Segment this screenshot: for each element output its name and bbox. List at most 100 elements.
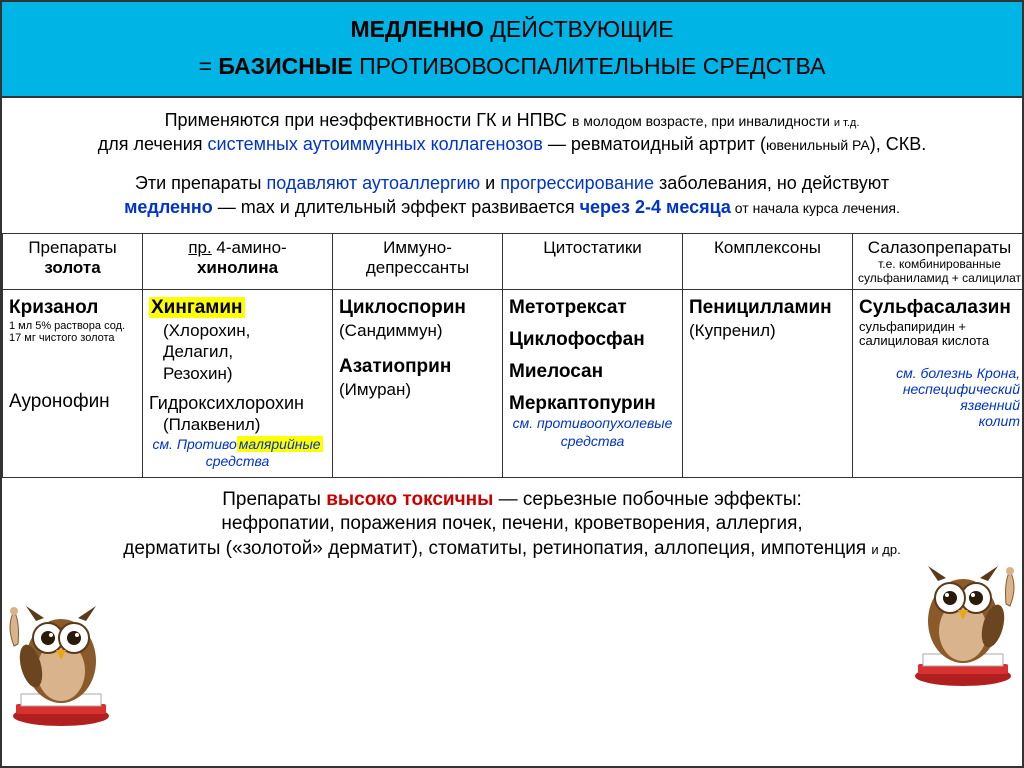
qn-b: малярийные <box>237 436 323 452</box>
f3a: дерматиты («золотой» дерматит), стоматит… <box>123 538 871 559</box>
hingamin-p1: (Хлорохин, <box>149 320 250 341</box>
title-header: МЕДЛЕННО ДЕЙСТВУЮЩИЕ = БАЗИСНЫЕ ПРОТИВОВ… <box>2 2 1022 98</box>
drug-sulfasalazine: Сульфасалазин <box>859 297 1011 318</box>
intro-p3b: подавляют аутоаллергию <box>266 173 480 193</box>
footer-l3: дерматиты («золотой» дерматит), стоматит… <box>42 537 982 562</box>
header-rest-2: ПРОТИВОВОСПАЛИТЕЛЬНЫЕ СРЕДСТВА <box>353 53 826 79</box>
col2-c: хинолина <box>197 258 278 277</box>
cn-b: средства <box>561 433 625 449</box>
col-header-cyto: Цитостатики <box>503 234 683 290</box>
intro-p3c: и <box>480 173 500 193</box>
krizanol-sub2: 17 мг чистого золота <box>9 332 136 344</box>
owl-left-icon <box>0 576 126 726</box>
f3b: и др. <box>871 542 900 557</box>
intro-p2d: ювенильный РА <box>766 137 870 153</box>
ciclosporin-p1: (Сандиммун) <box>339 321 443 340</box>
col6-a: Салазопрепараты <box>868 238 1011 257</box>
intro-p2: для лечения системных аутоиммунных колла… <box>16 132 1008 156</box>
f1a: Препараты <box>222 489 326 510</box>
drug-cyclophosphamide: Циклофосфан <box>509 329 645 350</box>
col3-b: депрессанты <box>366 258 469 277</box>
intro-p2a: для лечения <box>98 134 208 154</box>
penicillamine-p1: (Купренил) <box>689 321 776 340</box>
drug-ciclosporin: Циклоспорин <box>339 297 466 318</box>
col2-a: пр. <box>188 238 211 257</box>
intro-p3a: Эти препараты <box>135 173 267 193</box>
sn-a: см. болезнь Крона, <box>896 365 1020 381</box>
drug-methotrexate: Метотрексат <box>509 297 627 318</box>
header-bold-1: МЕДЛЕННО <box>350 16 483 42</box>
cyto-note: см. противоопухолевые средства <box>509 415 676 450</box>
intro-p4: медленно — max и длительный эффект разви… <box>16 195 1008 219</box>
col4: Цитостатики <box>543 238 642 257</box>
drug-krizanol: Кризанол <box>9 297 98 318</box>
footer-l2: нефропатии, поражения почек, печени, кро… <box>42 512 982 537</box>
sulfa-s1: сульфапиридин + <box>859 320 1020 334</box>
drug-penicillamine: Пеницилламин <box>689 297 832 318</box>
intro-p4b: — max и длительный эффект развивается <box>213 197 580 217</box>
intro-p2e: ), СКВ. <box>870 134 927 154</box>
salazo-note: см. болезнь Крона, неспецифический язвен… <box>859 365 1020 429</box>
sn-b: неспецифический язвенний <box>903 381 1020 413</box>
cell-complex: Пеницилламин (Купренил) <box>683 290 853 477</box>
header-line-2: = БАЗИСНЫЕ ПРОТИВОВОСПАЛИТЕЛЬНЫЕ СРЕДСТВ… <box>12 53 1012 80</box>
cell-immuno: Циклоспорин (Сандиммун) Азатиоприн (Имур… <box>333 290 503 477</box>
hingamin-p3: Резохин) <box>149 363 233 384</box>
table-header-row: Препараты золота пр. 4-амино- хинолина И… <box>3 234 1024 290</box>
intro-p1: Применяются при неэффективности ГК и НПВ… <box>16 108 1008 132</box>
col-header-salazo: Салазопрепараты т.е. комбинированные сул… <box>853 234 1024 290</box>
drug-azathioprine: Азатиоприн <box>339 356 451 377</box>
col-header-gold: Препараты золота <box>3 234 143 290</box>
hingamin-p2: Делагил, <box>149 341 233 362</box>
sn-c: колит <box>979 413 1020 429</box>
col2-b: 4-амино- <box>212 238 287 257</box>
intro-p1c: и т.д. <box>834 117 860 129</box>
col-header-complex: Комплексоны <box>683 234 853 290</box>
intro-p3e: заболевания, но действуют <box>654 173 889 193</box>
quinoline-note: см. Противомалярийные средства <box>149 436 326 471</box>
drug-mercaptopurine: Меркаптопурин <box>509 393 656 414</box>
col1-a: Препараты <box>28 238 116 257</box>
intro-p2c: — ревматоидный артрит ( <box>543 134 766 154</box>
qn-a: см. Противо <box>152 436 236 452</box>
sulfa-s2: салициловая кислота <box>859 334 1020 348</box>
col-header-quinoline: пр. 4-амино- хинолина <box>143 234 333 290</box>
col3-a: Иммуно- <box>383 238 452 257</box>
krizanol-sub1: 1 мл 5% раствора сод. <box>9 320 136 332</box>
hydroxy-p4: (Плаквенил) <box>149 414 260 435</box>
f1b: высоко токсичны <box>326 489 493 510</box>
header-eq: = <box>199 53 219 79</box>
intro-p2b: системных аутоиммунных коллагенозов <box>208 134 543 154</box>
col6-b: т.е. комбинированные <box>857 258 1022 272</box>
azathioprine-p2: (Имуран) <box>339 380 411 399</box>
page-container: МЕДЛЕННО ДЕЙСТВУЮЩИЕ = БАЗИСНЫЕ ПРОТИВОВ… <box>0 0 1024 768</box>
col-header-immuno: Иммуно- депрессанты <box>333 234 503 290</box>
cn-a: см. противоопухолевые <box>513 415 673 431</box>
qn-c: средства <box>206 453 270 469</box>
intro-p1b: в молодом возрасте, при инвалидности <box>572 113 834 129</box>
intro-block: Применяются при неэффективности ГК и НПВ… <box>2 98 1022 234</box>
cell-cyto: Метотрексат Циклофосфан Миелосан Меркапт… <box>503 290 683 477</box>
cell-gold: Кризанол 1 мл 5% раствора сод. 17 мг чис… <box>3 290 143 477</box>
drug-auronofin: Ауронофин <box>9 391 110 412</box>
intro-p4a: медленно <box>124 197 213 217</box>
drug-mielosan: Миелосан <box>509 361 603 382</box>
drugs-table: Препараты золота пр. 4-амино- хинолина И… <box>2 234 1024 477</box>
col5: Комплексоны <box>714 238 821 257</box>
col1-b: золота <box>44 258 100 277</box>
intro-p4d: от начала курса лечения. <box>731 200 900 216</box>
header-line-1: МЕДЛЕННО ДЕЙСТВУЮЩИЕ <box>12 16 1012 43</box>
header-rest-1: ДЕЙСТВУЮЩИЕ <box>484 16 674 42</box>
table-body-row: Кризанол 1 мл 5% раствора сод. 17 мг чис… <box>3 290 1024 477</box>
intro-p4c: через 2-4 месяца <box>580 197 731 217</box>
f1c: — серьезные побочные эффекты: <box>493 489 801 510</box>
drug-hingamin: Хингамин <box>149 297 245 318</box>
footer-block: Препараты высоко токсичны — серьезные по… <box>2 478 1022 572</box>
intro-p3d: прогрессирование <box>500 173 654 193</box>
col6-c: сульфаниламид + салицилат <box>857 272 1022 286</box>
intro-p3: Эти препараты подавляют аутоаллергию и п… <box>16 171 1008 195</box>
cell-salazo: Сульфасалазин сульфапиридин + салицилова… <box>853 290 1024 477</box>
intro-p1a: Применяются при неэффективности ГК и НПВ… <box>165 110 572 130</box>
cell-quinoline: Хингамин (Хлорохин, Делагил, Резохин) Ги… <box>143 290 333 477</box>
drug-hydroxychloroquine: Гидроксихлорохин <box>149 393 304 413</box>
